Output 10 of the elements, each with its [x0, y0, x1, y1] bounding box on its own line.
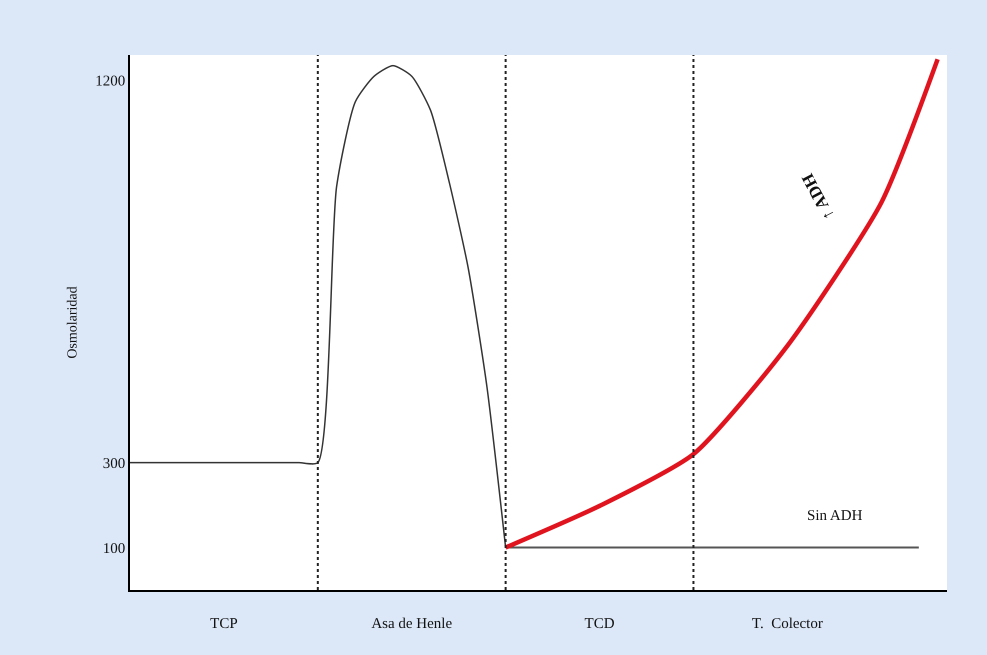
x-tick-label: Asa de Henle [371, 616, 452, 632]
y-tick-label: 100 [102, 540, 126, 557]
x-tick-label: T. Colector [752, 616, 823, 632]
x-tick-label: TCD [584, 616, 615, 632]
x-tick-label: TCP [210, 616, 238, 632]
annotation: Sin ADH [807, 508, 863, 524]
y-tick-label: 300 [102, 456, 126, 472]
y-tick-label: 1200 [95, 74, 126, 90]
annotation: ↑ ADH [798, 170, 838, 224]
y-axis-title: Osmolaridad [65, 286, 80, 359]
